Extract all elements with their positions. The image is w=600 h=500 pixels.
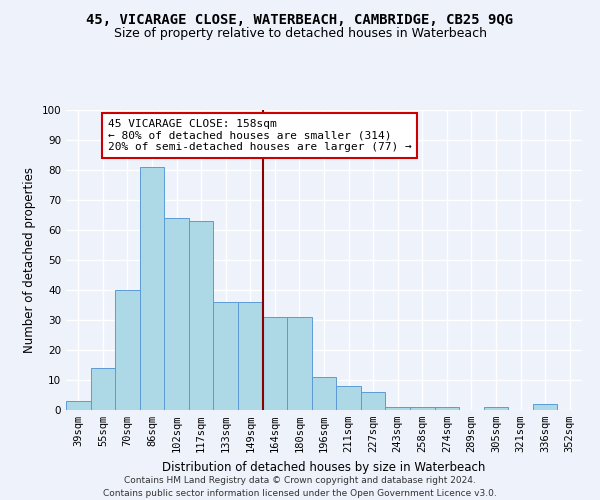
- X-axis label: Distribution of detached houses by size in Waterbeach: Distribution of detached houses by size …: [163, 460, 485, 473]
- Bar: [336, 386, 361, 410]
- Text: Contains HM Land Registry data © Crown copyright and database right 2024.
Contai: Contains HM Land Registry data © Crown c…: [103, 476, 497, 498]
- Bar: [66, 401, 91, 410]
- Bar: [189, 221, 214, 410]
- Bar: [140, 167, 164, 410]
- Bar: [115, 290, 140, 410]
- Bar: [533, 404, 557, 410]
- Bar: [238, 302, 263, 410]
- Bar: [385, 407, 410, 410]
- Bar: [164, 218, 189, 410]
- Text: 45, VICARAGE CLOSE, WATERBEACH, CAMBRIDGE, CB25 9QG: 45, VICARAGE CLOSE, WATERBEACH, CAMBRIDG…: [86, 12, 514, 26]
- Bar: [263, 317, 287, 410]
- Bar: [287, 317, 312, 410]
- Bar: [214, 302, 238, 410]
- Text: Size of property relative to detached houses in Waterbeach: Size of property relative to detached ho…: [113, 28, 487, 40]
- Y-axis label: Number of detached properties: Number of detached properties: [23, 167, 36, 353]
- Bar: [434, 407, 459, 410]
- Text: 45 VICARAGE CLOSE: 158sqm
← 80% of detached houses are smaller (314)
20% of semi: 45 VICARAGE CLOSE: 158sqm ← 80% of detac…: [108, 119, 412, 152]
- Bar: [410, 407, 434, 410]
- Bar: [91, 368, 115, 410]
- Bar: [361, 392, 385, 410]
- Bar: [484, 407, 508, 410]
- Bar: [312, 377, 336, 410]
